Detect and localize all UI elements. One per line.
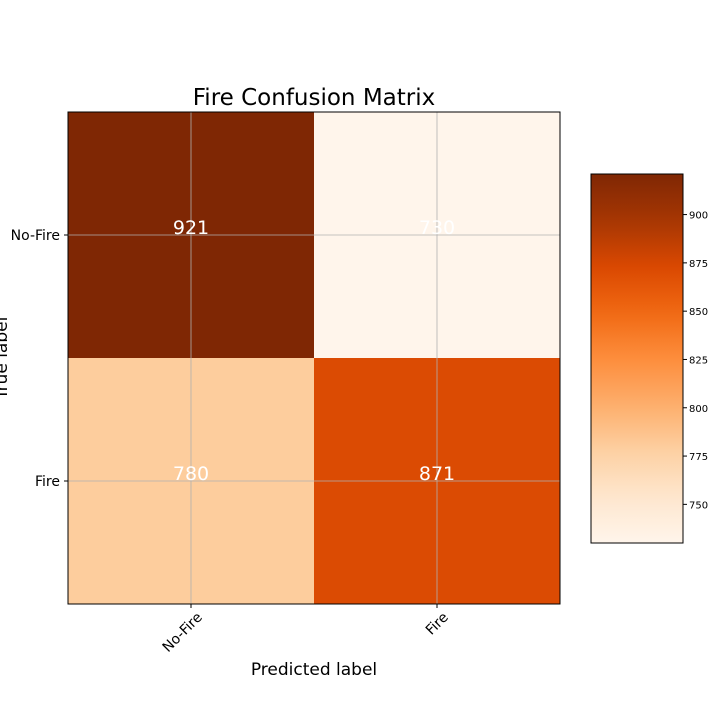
colorbar-tick-label: 875	[689, 259, 708, 270]
x-tick-label: Fire	[423, 610, 452, 639]
cell-value-labels: 921 730 780 871	[173, 217, 455, 485]
colorbar-tick-label: 750	[689, 500, 708, 511]
plot-frame	[67, 111, 561, 605]
colorbar-tick-label: 800	[689, 404, 708, 415]
colorbar-tick-label: 850	[689, 307, 708, 318]
y-axis-label: True label	[0, 317, 12, 401]
x-axis-label: Predicted label	[251, 660, 377, 680]
colorbar-tick-label: 900	[689, 211, 708, 222]
colorbar-ticks: 750 775 800 825 850 875 900	[683, 211, 708, 511]
colorbar-tick-label: 775	[689, 452, 708, 463]
grid-lines	[68, 112, 560, 604]
x-tick-label: No-Fire	[160, 610, 206, 656]
heatmap-cells	[68, 112, 561, 605]
cell-value-label: 871	[419, 463, 455, 485]
cell-value-label: 921	[173, 217, 209, 239]
y-axis-ticks: No-Fire Fire	[11, 228, 68, 490]
x-axis-ticks: No-Fire Fire	[160, 604, 452, 656]
chart-title: Fire Confusion Matrix	[193, 85, 436, 111]
cell-value-label: 780	[173, 463, 209, 485]
cell-value-label: 730	[419, 217, 455, 239]
y-tick-label: No-Fire	[11, 228, 60, 244]
y-tick-label: Fire	[35, 474, 60, 490]
colorbar-tick-label: 825	[689, 355, 708, 366]
colorbar	[590, 173, 684, 544]
